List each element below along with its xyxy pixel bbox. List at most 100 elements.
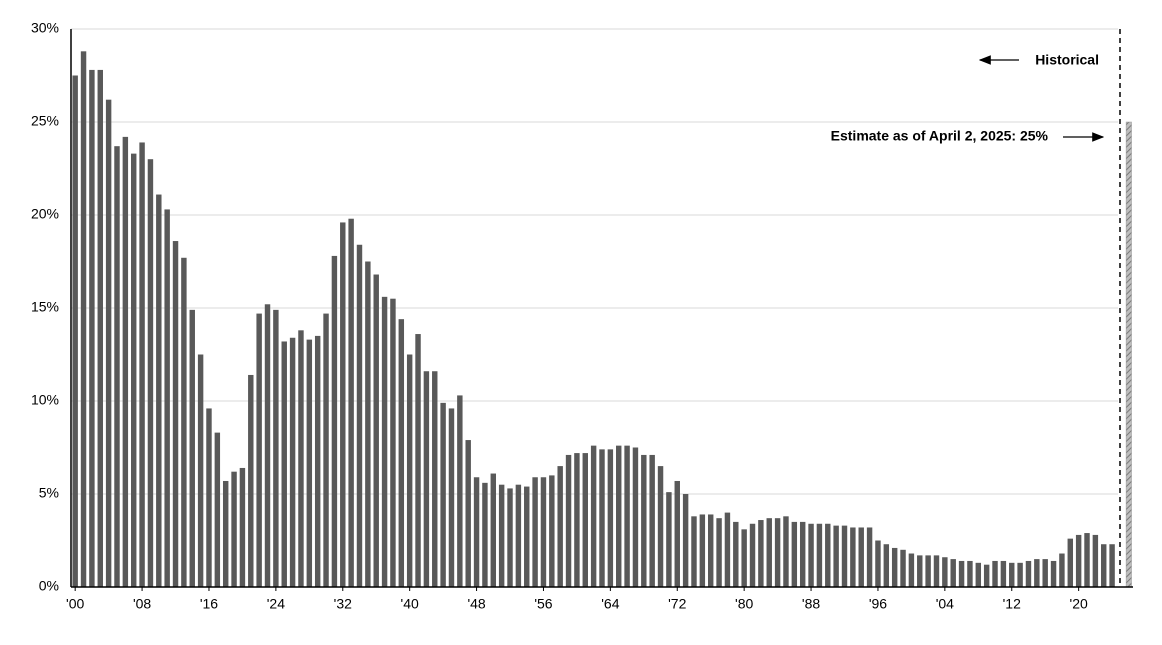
bar — [340, 222, 346, 587]
bar — [716, 518, 722, 587]
bar — [674, 480, 680, 587]
x-tick-label: '64 — [601, 596, 619, 612]
x-tick-label: '00 — [66, 596, 84, 612]
bar — [816, 523, 823, 587]
bar — [565, 454, 572, 587]
bar — [197, 354, 204, 587]
bar — [381, 296, 388, 587]
bar — [457, 395, 463, 587]
y-tick-label: 10% — [31, 392, 59, 408]
bar — [599, 449, 605, 587]
estimate-bar — [1125, 121, 1132, 588]
bar — [515, 484, 522, 587]
bar — [549, 475, 555, 587]
estimate-label: Estimate as of April 2, 2025: 25% — [831, 128, 1049, 144]
bar — [983, 564, 990, 587]
bar — [1025, 560, 1032, 587]
bar — [281, 341, 287, 587]
bar — [222, 480, 229, 587]
bar — [1059, 553, 1065, 587]
bar — [557, 466, 563, 587]
bar — [1050, 560, 1057, 587]
x-tick-label: '16 — [200, 596, 218, 612]
bar — [682, 494, 689, 587]
bar — [114, 146, 120, 587]
bar — [707, 514, 714, 587]
bar — [958, 560, 965, 587]
x-tick-label: '04 — [936, 596, 954, 612]
bar — [1009, 562, 1015, 587]
bar — [850, 527, 856, 587]
bar — [507, 488, 513, 587]
bar — [590, 445, 597, 587]
bar — [532, 477, 538, 587]
x-tick-label: '24 — [267, 596, 285, 612]
y-tick-label: 20% — [31, 206, 59, 222]
bar — [130, 153, 137, 587]
bar — [624, 445, 630, 587]
bar — [248, 374, 254, 587]
bar — [641, 454, 647, 587]
bar — [875, 540, 881, 587]
y-tick-label: 0% — [39, 578, 59, 594]
bar — [1017, 562, 1023, 587]
bar — [156, 194, 162, 588]
x-tick-label: '48 — [467, 596, 485, 612]
x-tick-label: '40 — [401, 596, 419, 612]
x-tick-label: '08 — [133, 596, 151, 612]
bar — [432, 371, 438, 587]
bar — [724, 512, 731, 587]
bar — [992, 560, 998, 587]
bar — [390, 298, 396, 587]
bar — [942, 557, 948, 587]
bar — [398, 319, 405, 587]
bar — [373, 274, 379, 587]
bar — [891, 547, 898, 587]
bar — [97, 69, 103, 588]
bar — [314, 335, 321, 587]
bar — [256, 313, 262, 587]
bar — [950, 559, 956, 587]
bar — [657, 466, 664, 587]
bar — [498, 484, 505, 587]
bar — [356, 244, 363, 587]
bar — [189, 309, 195, 587]
bar — [365, 261, 371, 587]
bar — [975, 562, 982, 587]
bar — [164, 209, 170, 588]
y-tick-label: 30% — [31, 20, 59, 36]
x-tick-label: '12 — [1003, 596, 1021, 612]
bar — [616, 445, 622, 587]
x-tick-label: '88 — [802, 596, 820, 612]
bar — [808, 523, 814, 587]
bar — [883, 544, 890, 587]
bar — [967, 560, 973, 587]
bar — [273, 309, 279, 587]
bar — [691, 516, 697, 587]
y-tick-label: 25% — [31, 113, 59, 129]
bar — [1109, 544, 1115, 587]
bar — [582, 453, 588, 587]
bar — [841, 525, 848, 587]
x-tick-label: '32 — [334, 596, 352, 612]
bar — [122, 136, 129, 587]
bar — [632, 447, 639, 587]
bar — [423, 371, 430, 587]
bar — [440, 402, 446, 587]
bar — [89, 69, 95, 588]
bar — [774, 518, 781, 587]
bar — [214, 432, 221, 587]
bar — [574, 453, 580, 587]
x-tick-label: '96 — [869, 596, 887, 612]
bar — [1042, 559, 1048, 587]
bar — [833, 525, 839, 587]
bar — [1084, 533, 1090, 587]
bar — [524, 486, 530, 587]
bar — [1092, 534, 1099, 587]
bar — [289, 337, 296, 587]
bar — [331, 255, 338, 588]
x-tick-label: '80 — [735, 596, 753, 612]
bar — [1075, 534, 1082, 587]
bar — [766, 518, 772, 587]
